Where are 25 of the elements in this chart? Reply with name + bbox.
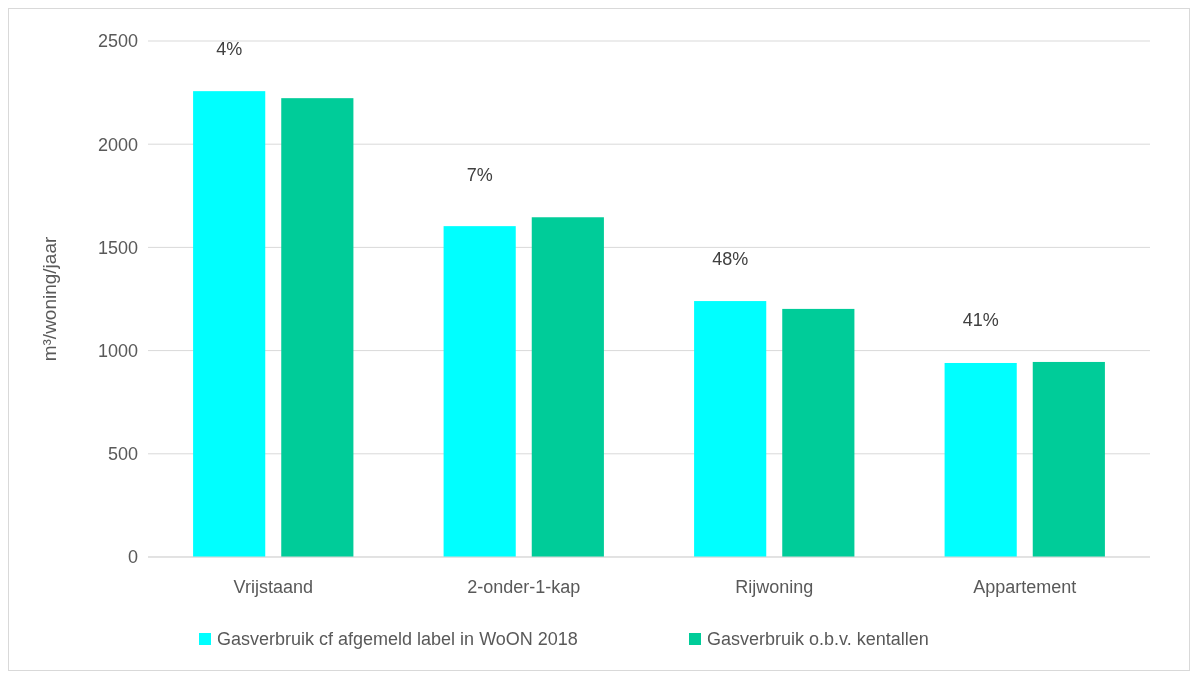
legend-label: Gasverbruik o.b.v. kentallen (707, 629, 929, 650)
bar (443, 226, 516, 557)
x-tick-label: 2-onder-1-kap (467, 577, 581, 597)
bar (193, 91, 266, 557)
y-tick-label: 2500 (97, 31, 138, 52)
annotation: 7% (466, 165, 493, 186)
bar (531, 217, 604, 557)
y-tick-label: 0 (127, 547, 138, 568)
x-tick-label: Vrijstaand (233, 577, 313, 597)
y-tick-label: 500 (107, 444, 138, 465)
x-tick-label: Appartement (973, 577, 1077, 597)
annotation: 48% (712, 249, 749, 270)
y-tick-label: 1500 (97, 237, 138, 258)
bar (281, 98, 354, 557)
bar (694, 301, 767, 557)
y-axis-title: m³/woning/jaar (39, 236, 60, 362)
legend-label: Gasverbruik cf afgemeld label in WoON 2018 (217, 629, 578, 650)
x-tick-label: Rijwoning (735, 577, 814, 597)
bar (1032, 361, 1105, 557)
annotation: 4% (216, 39, 243, 60)
y-tick-label: 1000 (97, 340, 138, 361)
annotation: 41% (962, 309, 999, 330)
bar (782, 308, 855, 557)
bar (944, 362, 1017, 557)
y-tick-label: 2000 (97, 134, 138, 155)
